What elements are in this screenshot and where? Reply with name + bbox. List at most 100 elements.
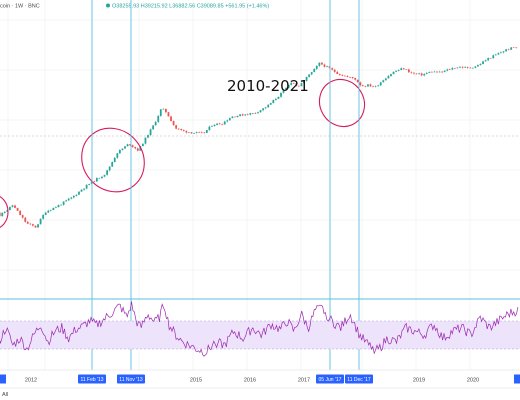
price-candle	[55, 205, 57, 209]
price-candle	[9, 206, 11, 211]
price-candle	[190, 131, 193, 134]
price-candle	[124, 145, 126, 149]
price-candle	[315, 65, 318, 70]
price-candle	[203, 132, 206, 134]
price-candle	[428, 71, 431, 74]
price-candle	[456, 67, 459, 69]
price-candle	[377, 84, 380, 87]
price-candle	[367, 83, 369, 87]
price-candle	[333, 68, 336, 74]
price-candle	[149, 128, 152, 137]
price-candle	[101, 176, 103, 180]
price-candle	[303, 80, 305, 85]
price-candle	[19, 209, 22, 216]
price-candle	[272, 99, 275, 104]
price-candle	[494, 53, 497, 56]
price-candle	[14, 204, 16, 209]
price-candle	[454, 67, 456, 69]
price-candle	[67, 197, 70, 202]
price-candle	[11, 204, 14, 208]
price-candle	[185, 130, 188, 134]
price-candle	[182, 129, 185, 132]
price-candle	[131, 144, 134, 148]
price-candle	[441, 70, 444, 74]
price-candle	[295, 82, 298, 87]
price-candle	[95, 177, 98, 182]
axis-edge-box	[0, 374, 6, 384]
price-candle	[121, 148, 124, 151]
price-candle	[443, 70, 446, 73]
price-candle	[336, 70, 339, 75]
price-candle	[274, 97, 277, 101]
price-candle	[346, 75, 349, 78]
price-candle	[466, 66, 469, 69]
price-candle	[136, 147, 139, 152]
price-candle	[231, 115, 234, 119]
price-candle	[80, 188, 83, 192]
price-candle	[134, 146, 137, 150]
price-candle	[32, 223, 34, 227]
price-pane[interactable]	[0, 0, 520, 370]
price-candle	[111, 161, 114, 167]
price-candle	[420, 72, 423, 77]
price-candle	[246, 113, 249, 116]
price-candle	[29, 222, 32, 226]
ohlc-readout: O38255.93 H39215.92 L36882.56 C39089.85 …	[112, 4, 269, 10]
price-candle	[267, 104, 270, 108]
price-candle	[60, 204, 62, 206]
price-candle	[418, 72, 421, 75]
marker-label: 05 Jun '17	[316, 374, 344, 384]
price-candle	[489, 58, 492, 59]
price-candle	[502, 50, 505, 54]
price-candle	[436, 71, 438, 73]
price-candle	[205, 129, 208, 134]
range-all-button[interactable]: All	[2, 392, 8, 398]
price-candle	[239, 114, 241, 117]
price-candle	[410, 71, 413, 74]
price-candle	[413, 72, 415, 75]
price-candle	[113, 156, 116, 163]
price-candle	[193, 132, 195, 134]
price-candle	[221, 123, 224, 126]
price-candle	[318, 62, 321, 68]
price-candle	[167, 111, 170, 117]
x-tick-label: 2020	[467, 378, 479, 384]
price-candle	[72, 195, 75, 199]
price-candle	[310, 72, 313, 76]
price-candle	[505, 48, 507, 52]
price-candle	[262, 108, 264, 112]
svg-text:05 Jun '17: 05 Jun '17	[319, 377, 342, 383]
price-candle	[85, 183, 88, 190]
price-candle	[126, 143, 129, 147]
price-candle	[62, 201, 65, 206]
price-candle	[479, 63, 482, 66]
price-candle	[216, 123, 218, 126]
axis-edge-box	[514, 374, 520, 384]
price-candle	[254, 112, 257, 115]
price-candle	[37, 223, 39, 229]
price-candle	[147, 134, 149, 139]
rsi-line	[0, 301, 519, 357]
price-candle	[83, 188, 85, 191]
price-candle	[103, 174, 106, 178]
x-ticks: 2012 2015 2016 2017 2019 2020	[25, 378, 479, 384]
price-candle	[180, 128, 183, 131]
price-candle	[351, 76, 354, 80]
price-candle	[379, 81, 382, 87]
price-candle	[349, 76, 351, 79]
price-candle	[249, 112, 252, 116]
status-dot	[106, 3, 110, 8]
price-candles	[0, 46, 518, 229]
price-candle	[88, 183, 91, 186]
price-candle	[430, 71, 433, 73]
price-candle	[98, 177, 101, 179]
price-candle	[512, 47, 515, 49]
price-candle	[438, 70, 441, 73]
price-candle	[461, 65, 464, 69]
price-candle	[165, 108, 167, 114]
price-candle	[308, 74, 311, 78]
price-candle	[269, 102, 272, 105]
price-candle	[415, 73, 418, 75]
rsi-pane[interactable]	[0, 301, 520, 357]
price-candle	[372, 85, 374, 88]
